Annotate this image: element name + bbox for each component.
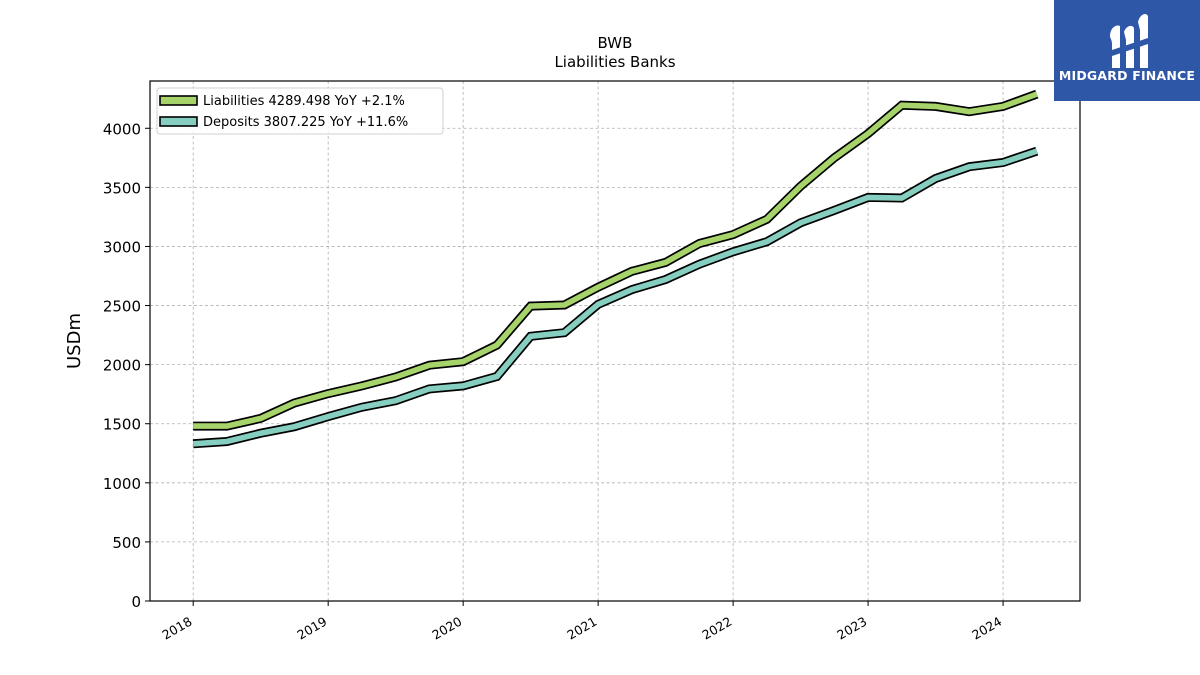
x-tick-label: 2020 [429,614,464,643]
y-tick-label: 1000 [103,475,141,493]
y-tick-label: 2500 [103,298,141,316]
legend-label: Liabilities 4289.498 YoY +2.1% [203,94,405,109]
x-tick-label: 2022 [699,614,734,643]
brand-name: MIDGARD FINANCE [1058,68,1196,83]
legend-label: Deposits 3807.225 YoY +11.6% [203,115,408,130]
axes: 0 500 1000 1500 2000 2500 3000 3500 4000 2018 2019… [103,80,1081,643]
x-tick-label: 2023 [834,614,869,643]
chart-title: BWB [598,34,633,52]
chart-subtitle: Liabilities Banks [554,53,675,71]
y-tick-label: 3000 [103,238,141,256]
y-tick-label: 2000 [103,357,141,375]
y-tick-label: 1500 [103,416,141,434]
y-tick-label: 3500 [103,179,141,197]
x-tick-label: 2024 [969,614,1004,643]
plot-frame [149,80,1081,602]
brand-logo: MIDGARD FINANCE [1054,0,1200,101]
y-tick-label: 500 [112,534,141,552]
brand-mark-icon [1110,14,1148,68]
series-deposits [192,146,1039,449]
x-tick-label: 2018 [159,614,194,643]
y-axis-label: USDm [64,313,85,369]
series-line [193,91,1038,429]
legend-box [156,87,444,135]
series-liabilities [193,89,1039,431]
legend: Liabilities 4289.498 YoY +2.1% Deposits 3… [156,87,444,135]
grid [150,81,1080,602]
x-tick-label: 2021 [564,614,599,643]
legend-swatch-liabilities [159,95,198,106]
series-line-outline [193,89,1039,431]
x-tick-label: 2019 [294,614,329,643]
y-tick-label: 0 [131,593,141,611]
y-tick-label: 4000 [103,120,141,138]
series-line [193,148,1038,447]
legend-swatch-deposits [159,116,198,127]
series-layer [192,89,1039,449]
